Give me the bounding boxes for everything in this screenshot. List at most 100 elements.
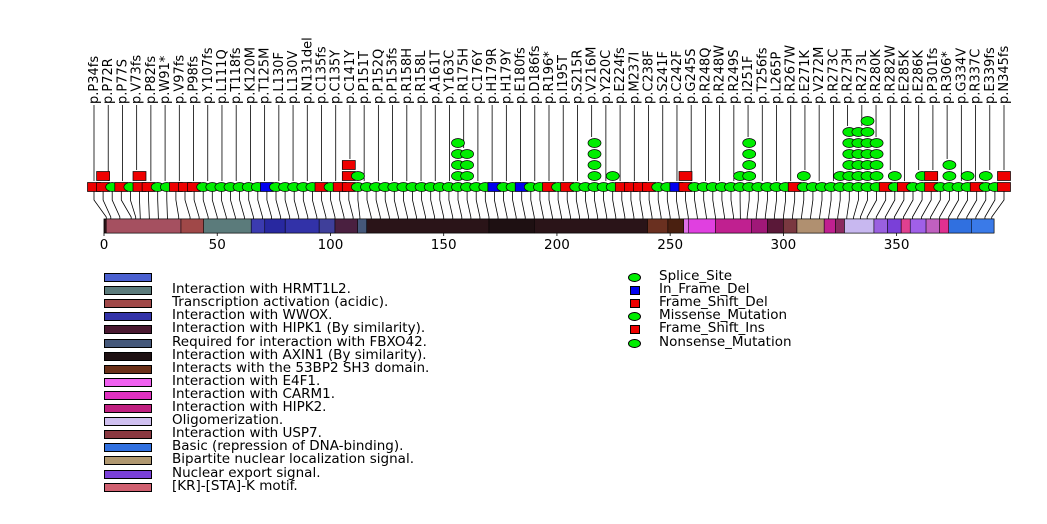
domain-legend-label: Interacts with the 53BP2 SH3 domain.: [172, 359, 430, 376]
protein-domain: [835, 218, 845, 234]
mutation-marker-circle: [742, 149, 757, 159]
mutation-marker-circle: [742, 138, 757, 148]
position-connector: [801, 191, 805, 219]
protein-domain: [873, 218, 888, 234]
protein-domain: [796, 218, 825, 234]
domain-legend-item: Interaction with USP7.: [104, 425, 504, 442]
domain-legend-label: Interaction with HIPK1 (By similarity).: [172, 320, 426, 337]
mutation-label: p.R267W: [784, 45, 799, 104]
protein-domain: [715, 218, 752, 234]
domain-legend-swatch: [104, 312, 152, 322]
domain-legend-item: Basic (repression of DNA-binding).: [104, 438, 504, 455]
position-connector: [657, 191, 662, 219]
protein-domain: [925, 218, 940, 234]
mutation-label: p.P82fs: [144, 56, 159, 104]
position-connector: [603, 191, 608, 219]
position-connector: [366, 191, 372, 219]
domain-legend-label: Nuclear export signal.: [172, 464, 321, 481]
position-connector: [912, 191, 923, 219]
mutation-marker-circle: [869, 160, 884, 170]
protein-domain: [939, 218, 949, 234]
mutation-label: p.C135fs: [315, 46, 330, 104]
position-connector: [755, 191, 759, 219]
axis-tick-label: 0: [100, 237, 109, 253]
mutation-label: p.V73fs: [130, 55, 145, 104]
domain-legend-swatch: [104, 469, 152, 479]
domain-legend-swatch: [104, 351, 152, 361]
position-connector: [402, 191, 408, 219]
position-connector: [311, 191, 318, 219]
position-connector: [466, 191, 472, 219]
position-connector: [120, 191, 132, 219]
protein-domain: [357, 218, 367, 234]
position-connector: [893, 191, 905, 219]
mutation-label: p.R273C: [826, 49, 841, 104]
mutation-label: p.C135Y: [329, 50, 344, 104]
legend-circle-marker: [628, 338, 641, 348]
position-connector: [202, 191, 209, 219]
position-connector: [957, 191, 968, 219]
domain-legend-item: [104, 272, 504, 285]
domain-legend-label: Interaction with HRMT1L2.: [172, 281, 351, 298]
domain-legend-item: Interacts with the 53BP2 SH3 domain.: [104, 359, 504, 377]
protein-domain: [971, 218, 995, 234]
position-connector: [484, 191, 490, 219]
mutation-legend-label: Frame_Shift_Ins: [659, 320, 765, 337]
mutation-label: p.R248Q: [698, 48, 713, 104]
position-connector: [166, 191, 168, 219]
protein-domain: [887, 218, 902, 234]
mutation-label: p.W91*: [158, 55, 173, 104]
position-connector: [239, 191, 245, 219]
mutation-label: p.G334V: [954, 48, 969, 104]
position-connector: [530, 191, 535, 219]
position-connector: [853, 191, 859, 219]
mutation-marker-square: [997, 182, 1011, 192]
mutation-label: p.R158L: [414, 50, 429, 104]
axis-tick-label: 100: [318, 237, 344, 253]
position-connector: [903, 191, 914, 219]
domain-legend-swatch: [104, 377, 152, 387]
mutation-marker-circle: [796, 171, 811, 181]
mutation-label: p.E180fs: [514, 47, 529, 104]
position-connector: [266, 191, 272, 219]
domain-legend-item: Required for interaction with FBXO42.: [104, 334, 504, 351]
mutation-label: p.V97fs: [172, 55, 187, 104]
mutation-label: p.I251F: [741, 55, 756, 104]
domain-legend-item: Interaction with AXIN1 (By similarity).: [104, 347, 504, 364]
domain-legend-swatch: [104, 482, 152, 492]
axis-tick-label: 350: [884, 237, 910, 253]
position-connector: [884, 191, 896, 219]
domain-legend-swatch: [104, 338, 152, 348]
mutation-label: p.H179Y: [499, 49, 514, 104]
position-connector: [302, 191, 309, 219]
axis-tick-label: 200: [544, 237, 570, 253]
mutation-marker-circle: [351, 171, 365, 181]
mutation-legend-item: Nonsense_Mutation: [624, 334, 924, 352]
domain-legend-item: Interaction with E4F1.: [104, 373, 504, 390]
position-connector: [721, 191, 725, 219]
mutation-legend-label: In_Frame_Del: [659, 281, 750, 298]
mutation-label: p.R158H: [400, 48, 415, 104]
domain-legend-label: Interaction with USP7.: [172, 425, 322, 442]
mutation-label: p.A161T: [428, 50, 443, 104]
domain-legend-swatch: [104, 364, 152, 374]
mutation-marker-circle: [860, 127, 875, 137]
position-connector: [193, 191, 200, 219]
mutation-label: p.V216M: [585, 47, 600, 104]
position-connector: [666, 191, 671, 219]
position-connector: [548, 191, 553, 219]
domain-legend-swatch: [104, 325, 152, 335]
mutation-label: p.T118fs: [229, 47, 244, 104]
position-connector: [866, 191, 877, 219]
position-connector: [220, 191, 227, 219]
mutation-label: p.K120M: [243, 47, 258, 104]
protein-domain: [683, 218, 689, 234]
mutation-label: p.R175H: [457, 48, 472, 104]
position-connector: [764, 191, 768, 219]
domain-legend-label: Basic (repression of DNA-binding).: [172, 438, 404, 455]
mutation-marker-square: [924, 171, 939, 181]
mutation-label: p.L111Q: [215, 49, 230, 104]
mutation-marker-circle: [605, 171, 620, 181]
domain-legend-swatch: [104, 286, 152, 296]
position-connector: [412, 191, 417, 219]
